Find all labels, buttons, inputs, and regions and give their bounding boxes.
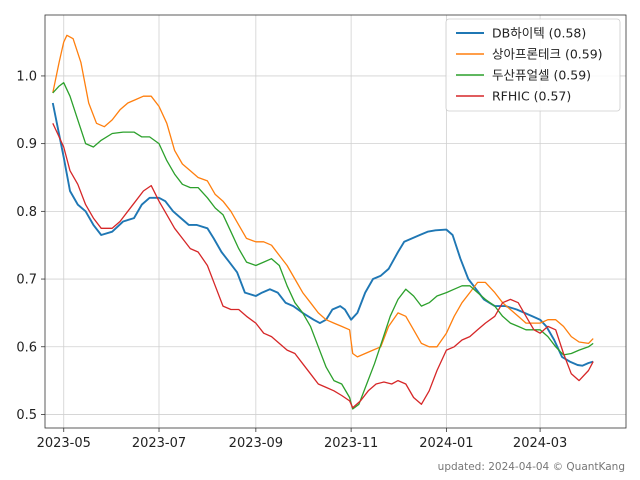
- x-tick-label: 2024-01: [419, 436, 473, 451]
- footer-note: updated: 2024-04-04 © QuantKang: [438, 461, 625, 473]
- series-line-3: [52, 82, 594, 410]
- legend-label: DB하이텍 (0.58): [492, 26, 586, 41]
- series-lines: [51, 34, 594, 410]
- legend-box: [445, 18, 621, 112]
- y-tick-label: 0.6: [16, 340, 37, 355]
- y-tick-label: 0.8: [16, 205, 37, 220]
- series-line-4: [52, 123, 594, 409]
- y-axis-ticks: 0.5 0.6 0.7 0.8 0.9 1.0: [16, 69, 45, 423]
- plot-frame: [44, 14, 627, 429]
- x-tick-label: 2023-05: [37, 436, 91, 451]
- legend-label: 상아프론테크 (0.59): [492, 47, 603, 62]
- legend-label: 두산퓨얼셀 (0.59): [492, 68, 591, 83]
- x-tick-label: 2023-07: [132, 436, 186, 451]
- y-tick-label: 1.0: [16, 69, 37, 84]
- legend-label: RFHIC (0.57): [492, 89, 571, 104]
- x-tick-label: 2023-09: [229, 436, 283, 451]
- y-tick-label: 0.7: [16, 273, 37, 288]
- series-line-1: [51, 102, 594, 367]
- y-tick-label: 0.5: [16, 408, 37, 423]
- y-tick-label: 0.9: [16, 137, 37, 152]
- x-tick-label: 2024-03: [513, 436, 567, 451]
- x-axis-ticks: 2023-05 2023-07 2023-09 2023-11 2024-01 2024-…: [37, 428, 567, 451]
- x-tick-label: 2023-11: [324, 436, 378, 451]
- legend: DB하이텍 (0.58) 상아프론테크 (0.59) 두산퓨얼셀 (0.59) RFH…: [445, 18, 621, 112]
- series-line-2: [52, 34, 594, 358]
